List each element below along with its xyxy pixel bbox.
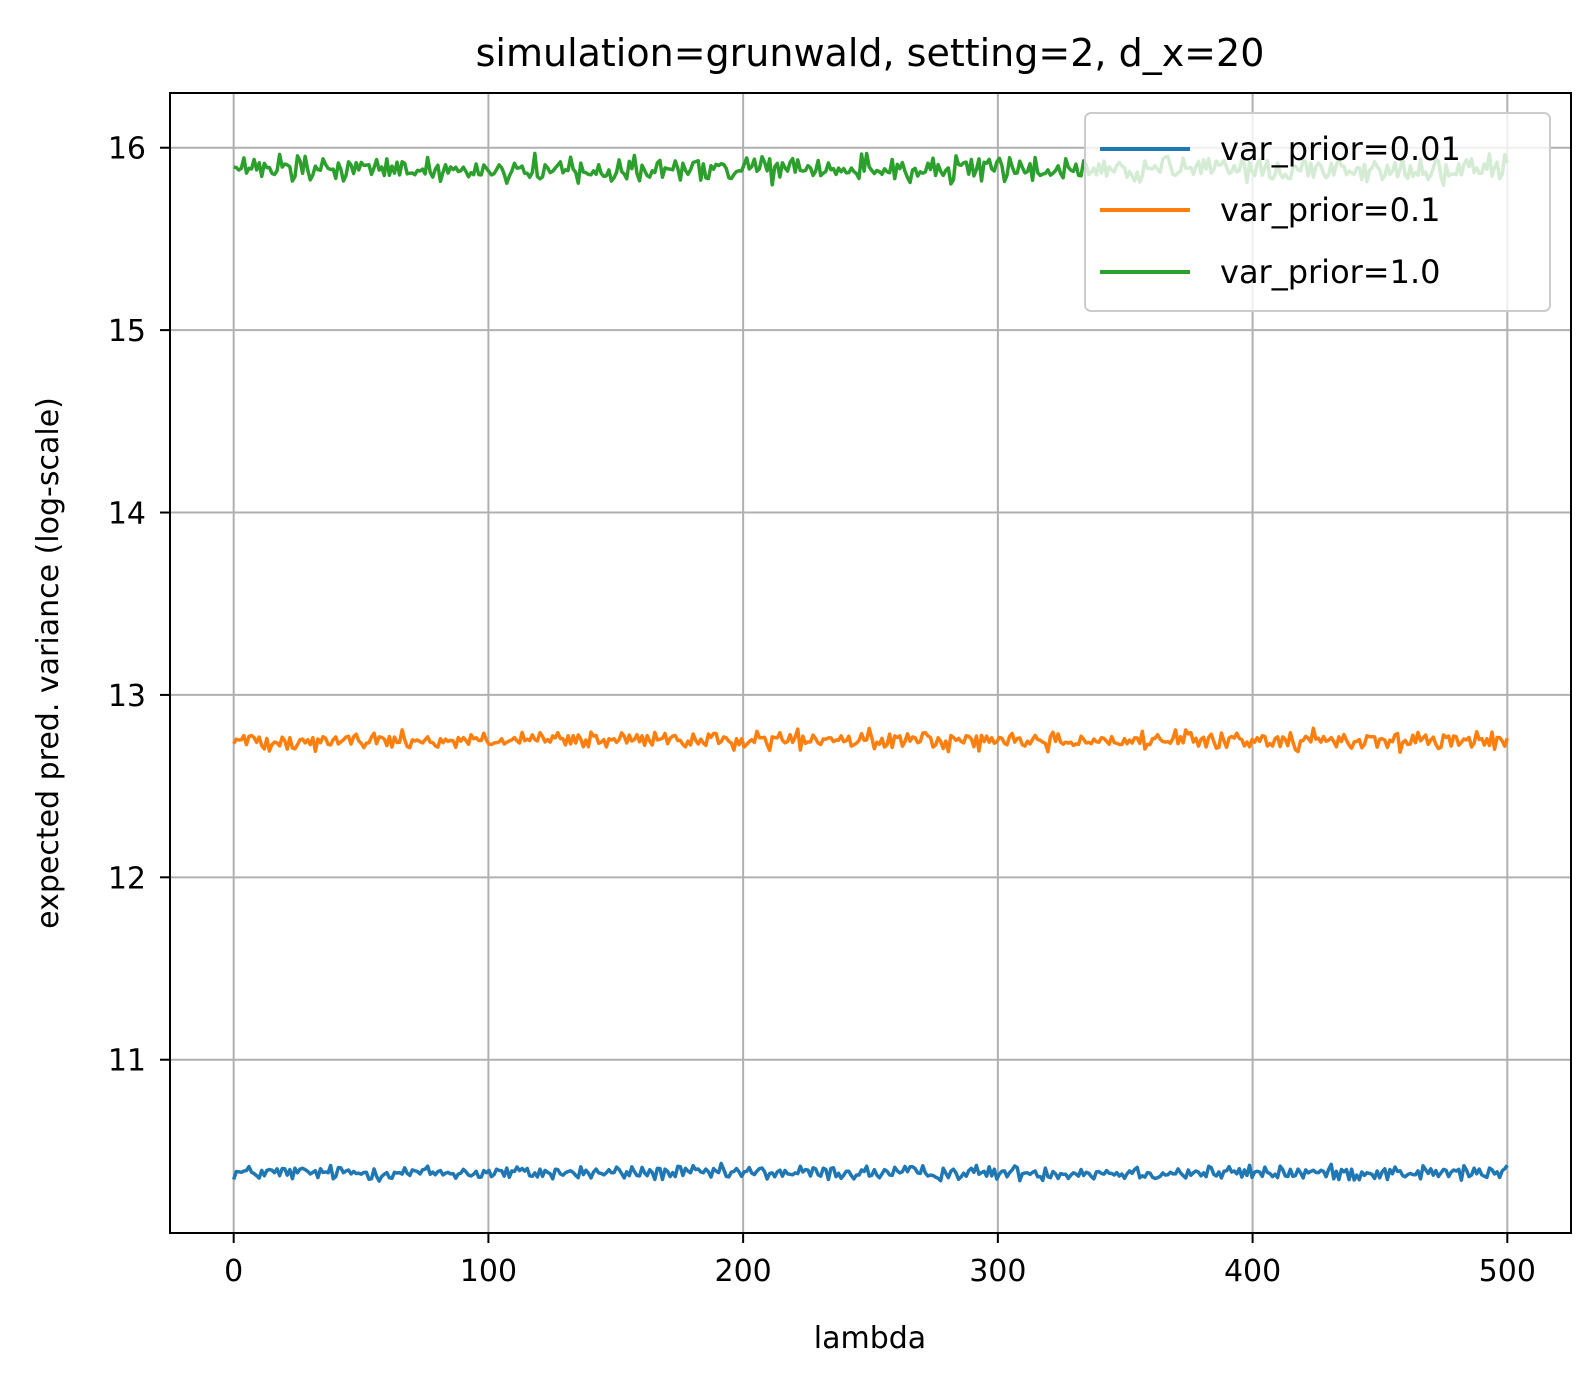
series-line-0 bbox=[232, 1161, 1509, 1183]
x-tick-label: 200 bbox=[715, 1254, 772, 1289]
x-tick-label: 300 bbox=[969, 1254, 1026, 1289]
x-tick-label: 100 bbox=[460, 1254, 517, 1289]
x-tick-label: 400 bbox=[1224, 1254, 1281, 1289]
y-tick-label: 13 bbox=[108, 679, 146, 714]
y-tick-label: 15 bbox=[108, 314, 146, 349]
series-line-1 bbox=[232, 726, 1509, 754]
x-tick-label: 500 bbox=[1479, 1254, 1536, 1289]
y-tick-label: 14 bbox=[108, 497, 146, 532]
legend: var_prior=0.01 var_prior=0.1 var_prior=1… bbox=[1084, 112, 1551, 312]
y-tick-label: 11 bbox=[108, 1044, 146, 1079]
y-axis-label: expected pred. variance (log-scale) bbox=[31, 397, 66, 929]
axis-ticks: 0 100 200 300 400 500 11 12 13 14 15 16 bbox=[108, 132, 1536, 1289]
y-tick-label: 16 bbox=[108, 132, 146, 167]
legend-frame bbox=[1084, 112, 1551, 312]
legend-label: var_prior=0.1 bbox=[1220, 191, 1441, 229]
legend-label: var_prior=0.01 bbox=[1220, 130, 1461, 168]
chart-title: simulation=grunwald, setting=2, d_x=20 bbox=[476, 31, 1265, 75]
legend-label: var_prior=1.0 bbox=[1220, 253, 1441, 291]
x-axis-label: lambda bbox=[814, 1321, 926, 1356]
y-tick-label: 12 bbox=[108, 861, 146, 896]
x-tick-label: 0 bbox=[224, 1254, 243, 1289]
axes-frame bbox=[169, 92, 1572, 1234]
